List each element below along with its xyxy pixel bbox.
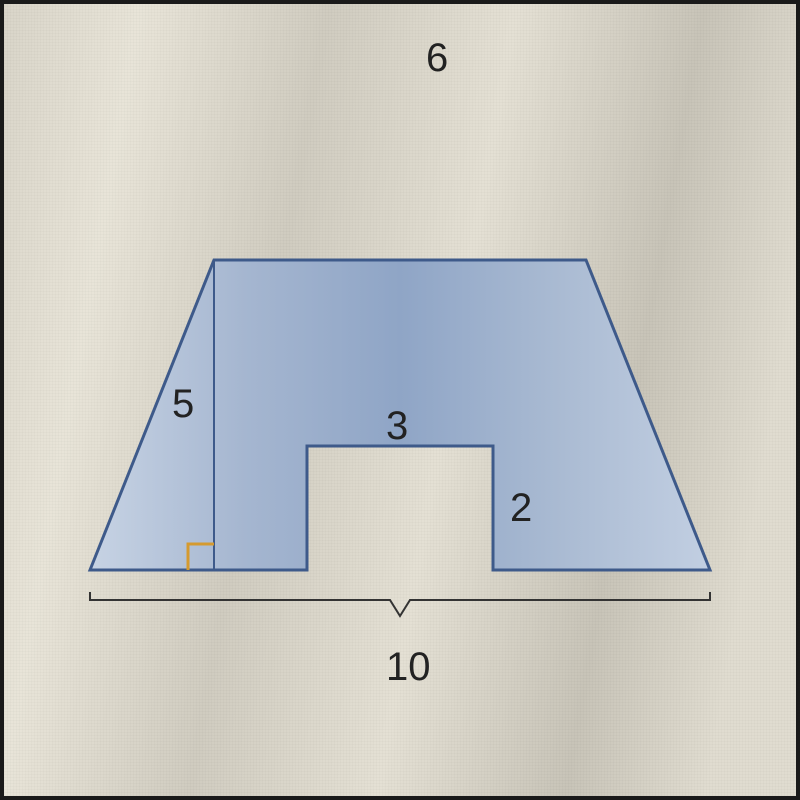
label-top-width: 6 xyxy=(426,36,448,81)
geometry-figure: 6 5 3 2 10 xyxy=(70,60,730,620)
label-bottom-width: 10 xyxy=(386,645,431,690)
label-notch-height: 2 xyxy=(510,486,532,531)
label-notch-width: 3 xyxy=(386,404,408,449)
label-height: 5 xyxy=(172,382,194,427)
trapezoid-shape xyxy=(70,60,730,620)
bottom-brace xyxy=(90,592,710,616)
